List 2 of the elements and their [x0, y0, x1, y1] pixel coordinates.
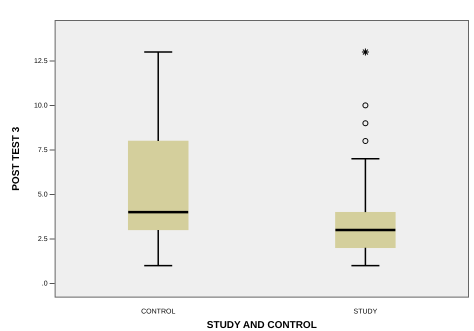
y-axis-title: POST TEST 3 — [10, 126, 22, 191]
x-axis-title: STUDY AND CONTROL — [206, 320, 317, 331]
